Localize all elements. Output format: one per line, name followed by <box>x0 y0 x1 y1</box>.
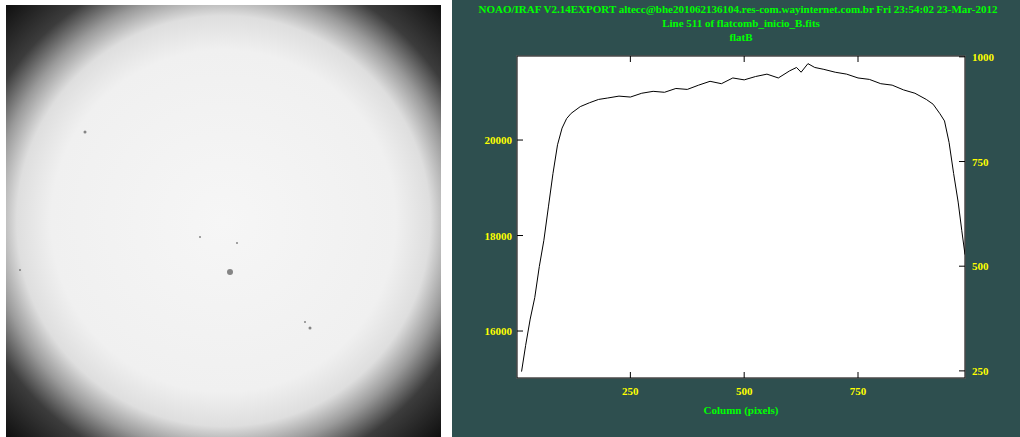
plot-area <box>517 56 965 378</box>
x-tick <box>858 56 859 62</box>
dust-speck <box>227 269 233 275</box>
y-tick-label: 16000 <box>485 325 513 337</box>
x-tick-label: 250 <box>622 385 639 397</box>
x-tick-label: 500 <box>736 385 753 397</box>
dust-speck <box>199 236 201 238</box>
page: NOAO/IRAF V2.14EXPORT altecc@bhe20106213… <box>0 0 1020 437</box>
y2-tick-label: 250 <box>972 365 989 377</box>
dust-speck <box>236 242 238 244</box>
y-tick-label: 20000 <box>485 134 513 146</box>
y2-tick-label: 500 <box>972 260 989 272</box>
y-tick-label: 18000 <box>485 230 513 242</box>
y-tick <box>517 140 523 141</box>
x-tick <box>744 56 745 62</box>
plot-background <box>452 0 1020 437</box>
series-group <box>522 64 965 372</box>
y2-tick-label: 750 <box>972 156 989 168</box>
subtitle: Line 511 of flatcomb_inicio_B.fits <box>662 17 820 29</box>
data-line <box>522 64 965 372</box>
x-tick <box>858 372 859 378</box>
x-tick <box>744 372 745 378</box>
x-tick <box>630 372 631 378</box>
y2-tick-label: 1000 <box>972 51 995 63</box>
y2-tick <box>959 161 965 162</box>
y2-tick <box>959 370 965 371</box>
dust-speck <box>309 327 312 330</box>
annotation: flatB <box>729 31 753 43</box>
y-tick <box>517 331 523 332</box>
dust-speck <box>84 131 87 134</box>
y-tick <box>517 235 523 236</box>
dust-speck <box>304 321 306 323</box>
x-axis-title: Column (pixels) <box>704 404 779 417</box>
plot-frame <box>517 56 965 378</box>
flat-field-image <box>6 5 441 437</box>
dust-speck <box>19 269 21 271</box>
y2-tick <box>959 266 965 267</box>
x-tick <box>630 56 631 62</box>
x-tick-label: 750 <box>850 385 867 397</box>
header-title: NOAO/IRAF V2.14EXPORT altecc@bhe20106213… <box>478 3 998 15</box>
